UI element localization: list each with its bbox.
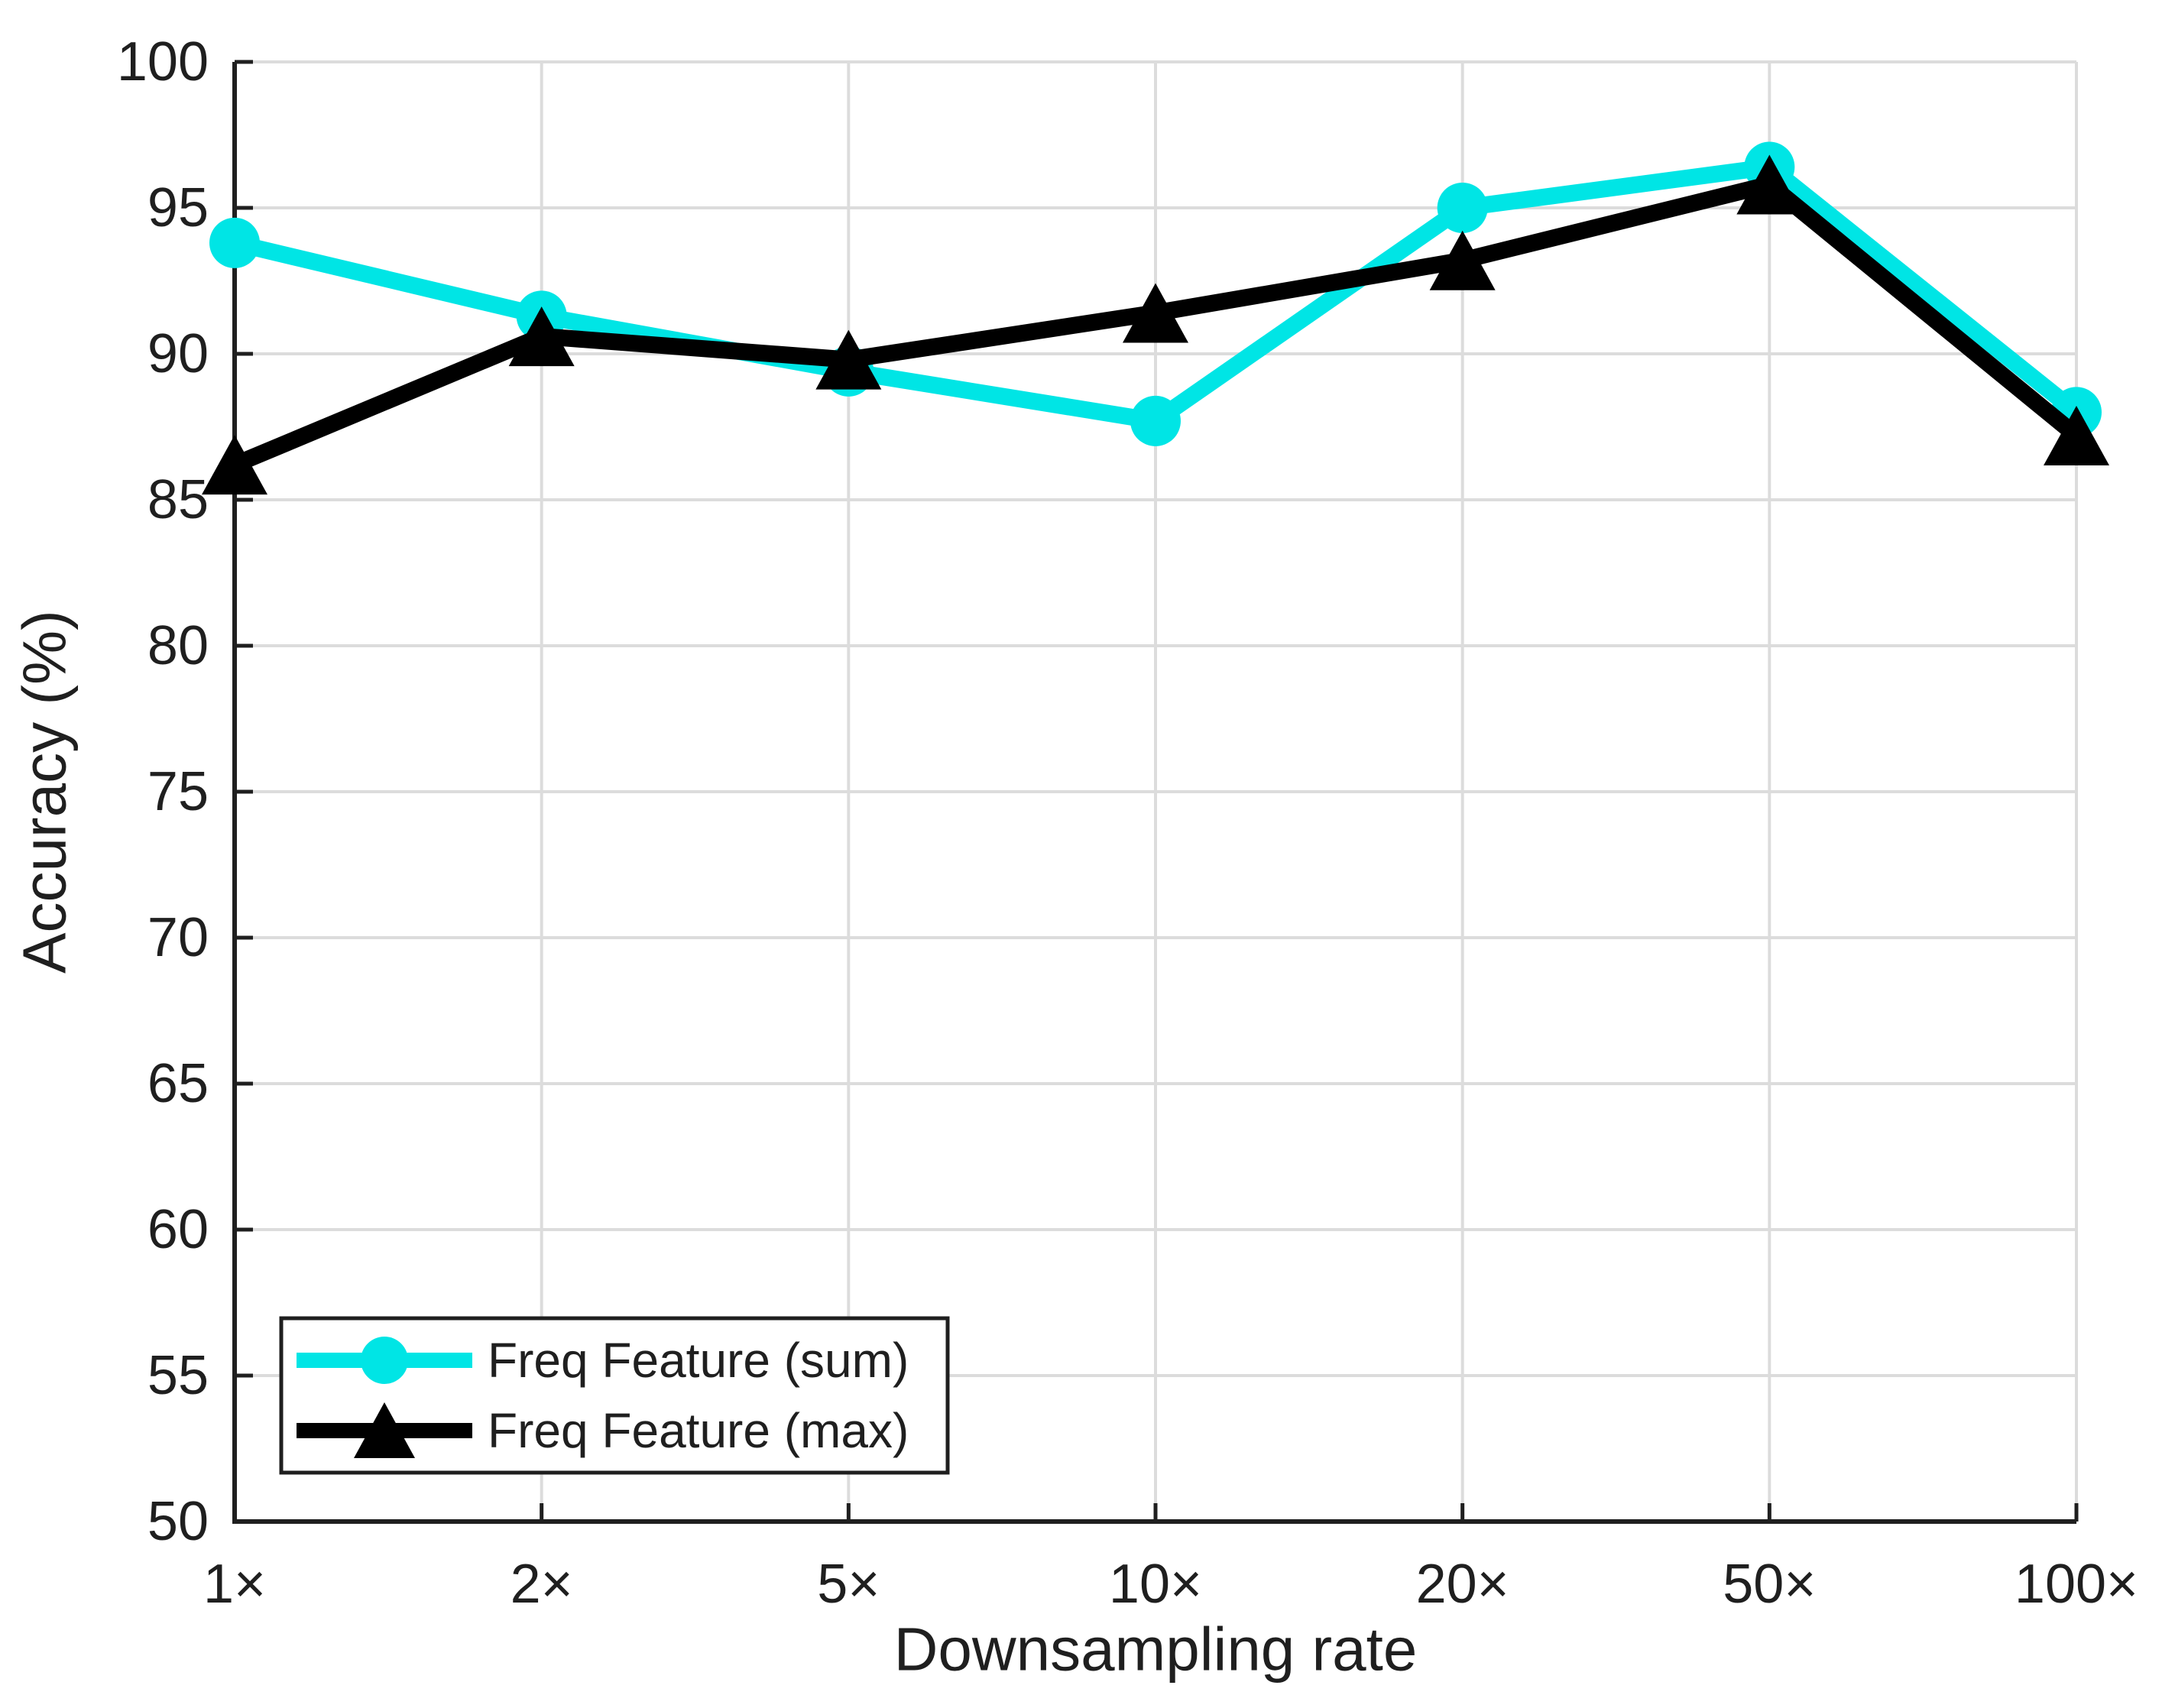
marker-circle-20× [1437,183,1488,233]
legend-item-max: Freq Feature (max) [297,1402,909,1458]
series-freq-feature-max [202,154,2109,495]
x-tick-label-7: 100× [2015,1554,2138,1615]
y-axis-label: Accuracy (%) [11,610,79,974]
x-tick-label-1: 1× [203,1554,266,1615]
x-tick-label-3: 5× [817,1554,880,1615]
legend-item-sum: Freq Feature (sum) [297,1333,909,1388]
y-tick-label-80: 80 [147,615,209,676]
x-tick-label-5: 20× [1416,1554,1509,1615]
marker-triangle-10× [1123,283,1188,343]
marker-circle-1× [209,217,260,268]
y-tick-label-85: 85 [147,469,209,530]
y-tick-label-65: 65 [147,1053,209,1114]
y-tick-label-50: 50 [147,1491,209,1552]
legend-marker-triangle [354,1402,415,1458]
marker-triangle-1× [202,435,267,495]
x-tick-label-4: 10× [1109,1554,1202,1615]
y-tick-label-95: 95 [147,177,209,238]
y-tick-label-100: 100 [117,31,209,92]
legend: Freq Feature (sum) Freq Feature (max) [279,1316,950,1475]
y-tick-label-70: 70 [147,907,209,968]
marker-triangle-5× [815,329,882,390]
y-tick-label-75: 75 [147,761,209,822]
x-tick-label-6: 50× [1723,1554,1816,1615]
legend-marker-circle [361,1337,408,1384]
marker-triangle-100× [2044,405,2109,465]
y-tick-label-60: 60 [147,1199,209,1260]
marker-triangle-20× [1429,230,1496,290]
marker-triangle-50× [1736,154,1803,215]
marker-triangle-2× [508,306,575,367]
x-tick-label-2: 2× [511,1554,573,1615]
y-tick-label-90: 90 [147,323,209,384]
x-axis-label: Downsampling rate [894,1616,1418,1684]
y-tick-label-55: 55 [147,1345,209,1406]
marker-circle-10× [1130,395,1181,446]
legend-label-max: Freq Feature (max) [488,1403,909,1458]
legend-label-sum: Freq Feature (sum) [488,1333,909,1388]
